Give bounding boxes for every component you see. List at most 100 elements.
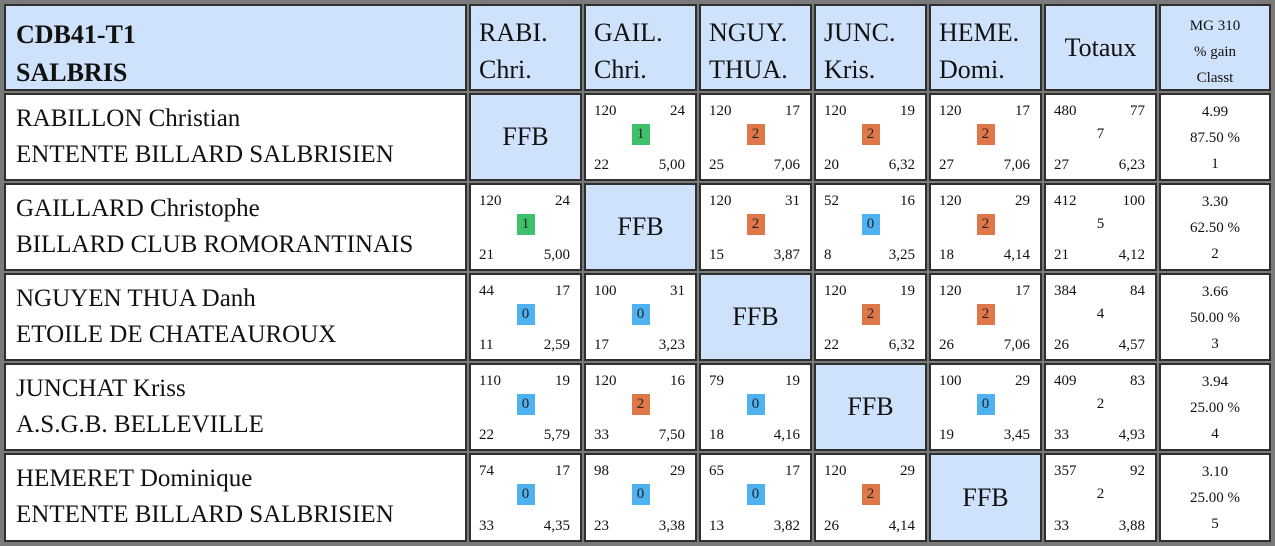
match-points-badge: 0 — [516, 394, 535, 415]
match-average: 3,25 — [888, 247, 915, 263]
total-innings: 27 — [1054, 157, 1069, 173]
match-average: 3,87 — [773, 247, 800, 263]
ranking-cell: 4.99 87.50 % 1 — [1159, 93, 1271, 181]
match-average: 4,35 — [543, 518, 570, 534]
total-best-series: 77 — [1130, 103, 1145, 119]
match-best-series: 29 — [1015, 373, 1030, 389]
match-average: 4,16 — [773, 427, 800, 443]
match-result: 1 — [471, 211, 580, 237]
total-average: 4,12 — [1118, 247, 1145, 263]
match-best-series: 17 — [785, 463, 800, 479]
match-average: 7,50 — [658, 427, 685, 443]
player-club: ETOILE DE CHATEAUROUX — [16, 321, 337, 348]
total-average: 6,23 — [1118, 157, 1145, 173]
gain-percentage: 50.00 % — [1190, 310, 1240, 326]
column-header-line: RABI. — [479, 18, 548, 47]
match-result: 2 — [816, 121, 925, 147]
match-points: 120 — [709, 193, 732, 209]
match-average: 5,00 — [658, 157, 685, 173]
match-best-series: 17 — [555, 463, 570, 479]
match-points: 120 — [939, 193, 962, 209]
match-points: 120 — [939, 283, 962, 299]
match-points-badge: 2 — [976, 124, 995, 145]
ffb-cell: FFB — [814, 363, 927, 451]
total-match-points-value: 7 — [1096, 126, 1105, 142]
ranking-cell: 3.30 62.50 % 2 — [1159, 183, 1271, 271]
match-average: 3,45 — [1003, 427, 1030, 443]
match-average: 5,79 — [543, 427, 570, 443]
column-header-line: Chri. — [594, 55, 647, 84]
total-points: 384 — [1054, 283, 1077, 299]
total-points: 480 — [1054, 103, 1077, 119]
match-average: 4,14 — [888, 518, 915, 534]
match-innings: 18 — [939, 247, 954, 263]
mg-header-line: % gain — [1193, 44, 1237, 60]
match-points-badge: 0 — [631, 484, 650, 505]
player-cell: JUNCHAT Kriss A.S.G.B. BELLEVILLE — [4, 363, 467, 451]
player-cell: HEMERET Dominique ENTENTE BILLARD SALBRIS… — [4, 453, 467, 542]
match-innings: 15 — [709, 247, 724, 263]
player-cell: GAILLARD Christophe BILLARD CLUB ROMORANT… — [4, 183, 467, 271]
match-best-series: 24 — [555, 193, 570, 209]
match-cell: 98 29 0 23 3,38 — [584, 453, 697, 542]
player-cell: NGUYEN THUA Danh ETOILE DE CHATEAUROUX — [4, 273, 467, 361]
ffb-cell: FFB — [469, 93, 582, 181]
match-result: 1 — [586, 121, 695, 147]
match-result: 0 — [586, 481, 695, 507]
player-club: BILLARD CLUB ROMORANTINAIS — [16, 231, 414, 258]
ffb-label: FFB — [962, 482, 1009, 512]
general-average: 3.30 — [1201, 194, 1229, 210]
match-result: 2 — [586, 391, 695, 417]
match-average: 7,06 — [1003, 157, 1030, 173]
total-innings: 21 — [1054, 247, 1069, 263]
tournament-title: CDB41-T1 SALBRIS — [4, 4, 467, 91]
match-average: 7,06 — [773, 157, 800, 173]
match-innings: 18 — [709, 427, 724, 443]
total-innings: 33 — [1054, 427, 1069, 443]
match-innings: 22 — [479, 427, 494, 443]
general-average: 3.10 — [1201, 464, 1229, 480]
match-result: 0 — [816, 211, 925, 237]
match-points: 44 — [479, 283, 494, 299]
gain-percentage: 25.00 % — [1190, 400, 1240, 416]
match-points: 120 — [594, 103, 617, 119]
match-result: 0 — [586, 301, 695, 327]
player-name: HEMERET Dominique — [16, 465, 253, 492]
ffb-label: FFB — [847, 392, 894, 421]
total-innings: 33 — [1054, 518, 1069, 534]
match-innings: 21 — [479, 247, 494, 263]
match-best-series: 29 — [900, 463, 915, 479]
match-innings: 17 — [594, 337, 609, 353]
match-points-badge: 1 — [516, 214, 535, 235]
match-points: 100 — [939, 373, 962, 389]
title-line: CDB41-T1 — [16, 20, 136, 49]
match-innings: 11 — [479, 337, 494, 353]
match-average: 4,14 — [1003, 247, 1030, 263]
match-points-badge: 0 — [631, 304, 650, 325]
match-average: 3,38 — [658, 518, 685, 534]
player-club: A.S.G.B. BELLEVILLE — [16, 411, 264, 438]
total-points: 357 — [1054, 463, 1077, 479]
column-header-line: JUNC. — [824, 18, 896, 47]
match-points: 120 — [939, 103, 962, 119]
match-points-badge: 2 — [746, 214, 765, 235]
player-club: ENTENTE BILLARD SALBRISIEN — [16, 141, 394, 168]
match-innings: 13 — [709, 518, 724, 534]
match-best-series: 17 — [1015, 103, 1030, 119]
match-best-series: 31 — [670, 283, 685, 299]
match-best-series: 31 — [785, 193, 800, 209]
match-average: 3,82 — [773, 518, 800, 534]
gain-percentage: 25.00 % — [1190, 490, 1240, 506]
match-cell: 65 17 0 13 3,82 — [699, 453, 812, 542]
ranking: 5 — [1211, 516, 1219, 532]
total-match-points: 2 — [1046, 391, 1155, 417]
match-innings: 23 — [594, 518, 609, 534]
match-points: 65 — [709, 463, 724, 479]
match-result: 2 — [816, 301, 925, 327]
match-best-series: 19 — [785, 373, 800, 389]
total-average: 4,57 — [1118, 337, 1145, 353]
total-innings: 26 — [1054, 337, 1069, 353]
match-average: 2,59 — [543, 337, 570, 353]
match-innings: 26 — [939, 337, 954, 353]
total-best-series: 100 — [1122, 193, 1146, 209]
